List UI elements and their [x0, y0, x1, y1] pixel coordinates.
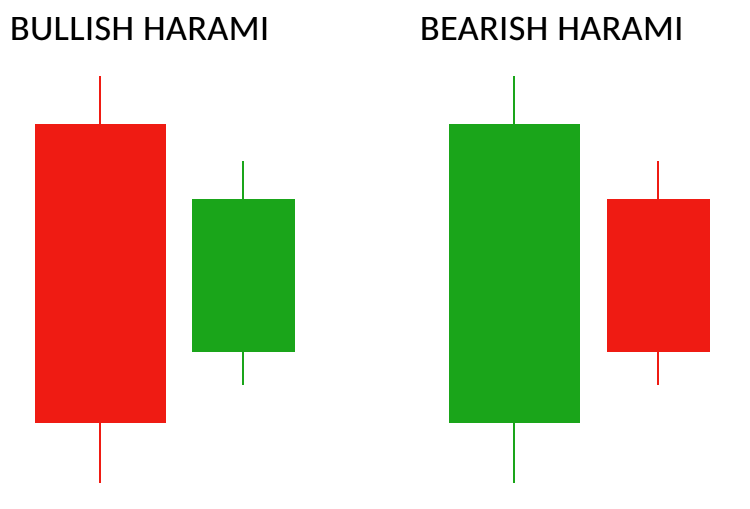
- bearish-candle1-body: [449, 124, 580, 423]
- chart-canvas: BULLISH HARAMI BEARISH HARAMI: [0, 0, 750, 509]
- bearish-title: BEARISH HARAMI: [420, 6, 684, 50]
- bullish-title: BULLISH HARAMI: [10, 6, 270, 50]
- bullish-candle2-body: [192, 199, 295, 352]
- bearish-candle2-body: [607, 199, 710, 352]
- bullish-candle1-body: [35, 124, 166, 423]
